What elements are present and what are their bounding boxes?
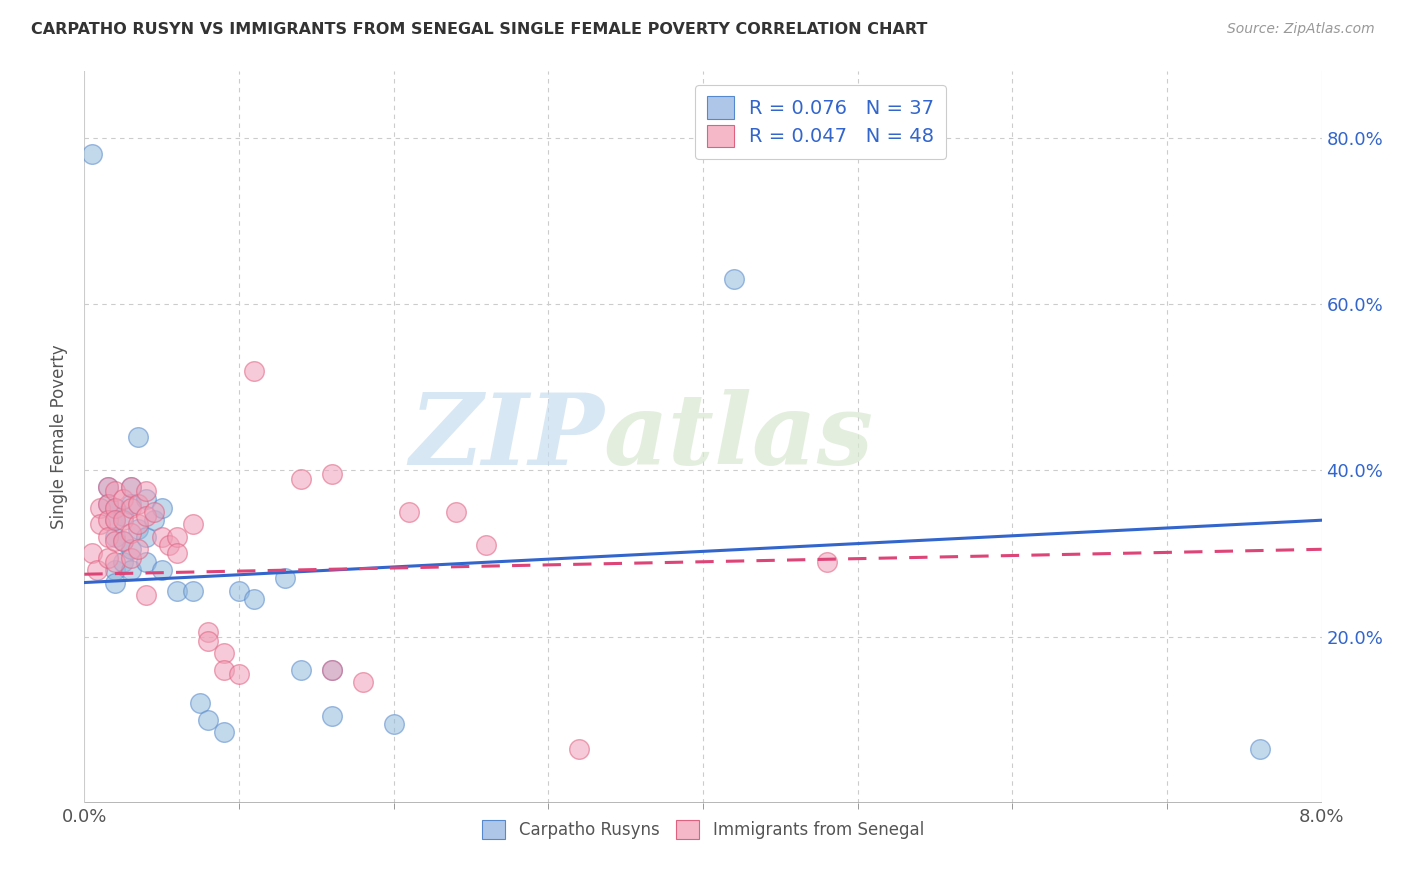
Point [166, 583, 188, 598]
Point [228, 583, 250, 598]
Point [112, 533, 135, 548]
Point [96, 497, 118, 511]
Point [135, 484, 157, 499]
Point [104, 500, 127, 515]
Point [382, 716, 405, 731]
Text: atlas: atlas [605, 389, 875, 485]
Point [321, 663, 343, 677]
Point [86, 563, 108, 577]
Point [127, 542, 149, 557]
Point [120, 500, 142, 515]
Point [197, 625, 219, 640]
Point [120, 542, 142, 557]
Point [127, 430, 149, 444]
Point [212, 663, 235, 677]
Legend: Carpatho Rusyns, Immigrants from Senegal: Carpatho Rusyns, Immigrants from Senegal [475, 814, 931, 846]
Y-axis label: Single Female Poverty: Single Female Poverty [51, 345, 69, 529]
Point [228, 667, 250, 681]
Point [104, 530, 127, 544]
Point [197, 633, 219, 648]
Point [352, 675, 374, 690]
Point [568, 741, 591, 756]
Text: CARPATHO RUSYN VS IMMIGRANTS FROM SENEGAL SINGLE FEMALE POVERTY CORRELATION CHAR: CARPATHO RUSYN VS IMMIGRANTS FROM SENEGA… [31, 22, 928, 37]
Point [274, 571, 297, 585]
Point [815, 555, 838, 569]
Point [120, 563, 142, 577]
Point [1249, 741, 1271, 756]
Point [89, 500, 111, 515]
Point [104, 513, 127, 527]
Point [135, 530, 157, 544]
Point [135, 588, 157, 602]
Point [112, 509, 135, 524]
Point [150, 563, 173, 577]
Point [243, 592, 266, 607]
Point [127, 517, 149, 532]
Point [212, 725, 235, 739]
Point [89, 517, 111, 532]
Point [96, 480, 118, 494]
Point [181, 583, 204, 598]
Point [197, 713, 219, 727]
Point [143, 513, 166, 527]
Point [82, 546, 104, 560]
Point [166, 530, 188, 544]
Point [127, 521, 149, 535]
Point [127, 497, 149, 511]
Point [112, 533, 135, 548]
Point [321, 663, 343, 677]
Point [181, 517, 204, 532]
Point [135, 492, 157, 507]
Point [112, 555, 135, 569]
Point [96, 530, 118, 544]
Point [243, 363, 266, 377]
Point [112, 513, 135, 527]
Point [159, 538, 180, 552]
Point [120, 525, 142, 540]
Point [150, 500, 173, 515]
Point [96, 480, 118, 494]
Point [104, 533, 127, 548]
Point [444, 505, 467, 519]
Point [96, 513, 118, 527]
Point [104, 500, 127, 515]
Point [212, 646, 235, 660]
Point [475, 538, 498, 552]
Point [150, 530, 173, 544]
Point [135, 555, 157, 569]
Point [143, 505, 166, 519]
Text: ZIP: ZIP [409, 389, 605, 485]
Point [120, 480, 142, 494]
Point [120, 550, 142, 565]
Point [188, 696, 211, 710]
Point [398, 505, 420, 519]
Point [723, 272, 745, 286]
Point [120, 497, 142, 511]
Point [321, 708, 343, 723]
Point [290, 663, 312, 677]
Point [112, 492, 135, 507]
Point [96, 497, 118, 511]
Point [96, 550, 118, 565]
Text: Source: ZipAtlas.com: Source: ZipAtlas.com [1227, 22, 1375, 37]
Point [135, 509, 157, 524]
Point [104, 563, 127, 577]
Point [120, 480, 142, 494]
Point [82, 147, 104, 161]
Point [166, 546, 188, 560]
Point [290, 472, 312, 486]
Point [104, 555, 127, 569]
Point [104, 484, 127, 499]
Point [321, 467, 343, 482]
Point [104, 575, 127, 590]
Point [104, 513, 127, 527]
